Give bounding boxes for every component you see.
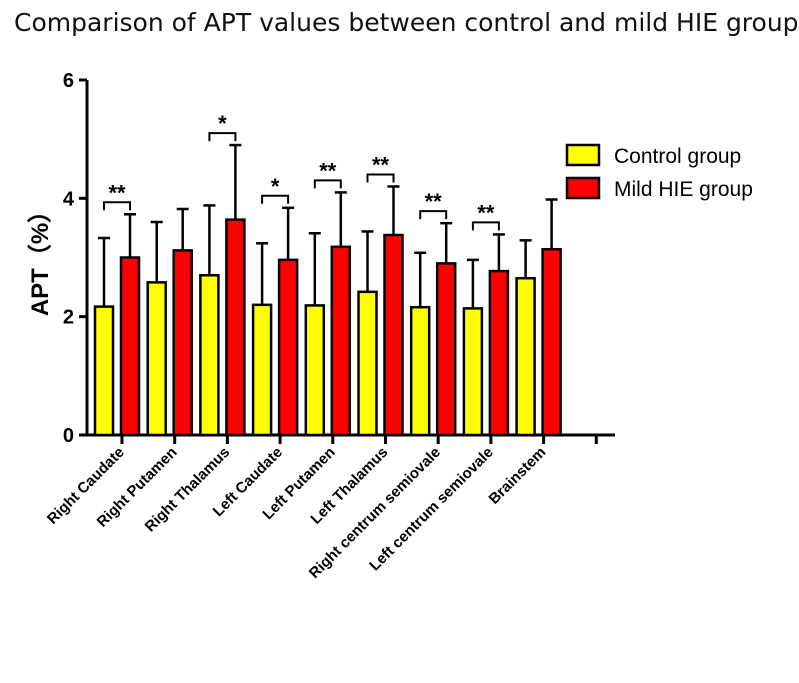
legend-swatch bbox=[565, 176, 601, 200]
bar bbox=[225, 218, 246, 437]
significance-bracket bbox=[366, 173, 395, 183]
y-tick-label: 0 bbox=[63, 425, 74, 447]
bar bbox=[304, 304, 326, 437]
significance-label: ** bbox=[319, 158, 337, 183]
bar bbox=[199, 274, 220, 437]
bar bbox=[146, 281, 167, 437]
legend-label: Control group bbox=[614, 145, 741, 168]
significance-label: ** bbox=[372, 153, 390, 178]
bar bbox=[172, 249, 193, 437]
significance-markers: ****** **** ** bbox=[103, 111, 500, 231]
significance-bracket bbox=[103, 201, 131, 211]
significance-label: * bbox=[271, 174, 280, 199]
bar bbox=[462, 307, 484, 437]
legend: Control group Mild HIE group bbox=[565, 143, 753, 201]
significance-bracket bbox=[208, 132, 237, 142]
bar bbox=[119, 256, 141, 437]
bar bbox=[277, 258, 299, 437]
bar bbox=[330, 245, 352, 437]
significance-label: ** bbox=[425, 189, 443, 214]
bar bbox=[93, 305, 115, 437]
y-axis-label: APT（%） bbox=[27, 199, 54, 316]
bar bbox=[435, 262, 457, 437]
chart-title: Comparison of APT values between control… bbox=[14, 8, 799, 37]
significance-bracket bbox=[419, 210, 448, 220]
x-tick-label: Brainstem bbox=[486, 444, 550, 508]
significance-label: ** bbox=[108, 180, 126, 205]
bar bbox=[383, 233, 404, 437]
bars bbox=[93, 218, 562, 437]
y-tick-label: 2 bbox=[63, 307, 74, 329]
bar bbox=[488, 269, 510, 437]
y-tick-label: 6 bbox=[63, 70, 74, 92]
significance-bracket bbox=[313, 179, 342, 189]
legend-swatch bbox=[565, 143, 601, 167]
bar bbox=[409, 305, 431, 437]
significance-label: ** bbox=[477, 200, 495, 225]
bar bbox=[541, 247, 562, 437]
legend-label: Mild HIE group bbox=[614, 178, 753, 201]
y-tick-label: 4 bbox=[63, 188, 75, 210]
significance-label: * bbox=[218, 111, 227, 136]
bar bbox=[357, 290, 378, 437]
error-bars bbox=[98, 143, 558, 309]
significance-bracket bbox=[471, 221, 500, 231]
significance-bracket bbox=[261, 194, 290, 204]
bar bbox=[515, 276, 536, 437]
bar bbox=[251, 303, 273, 437]
